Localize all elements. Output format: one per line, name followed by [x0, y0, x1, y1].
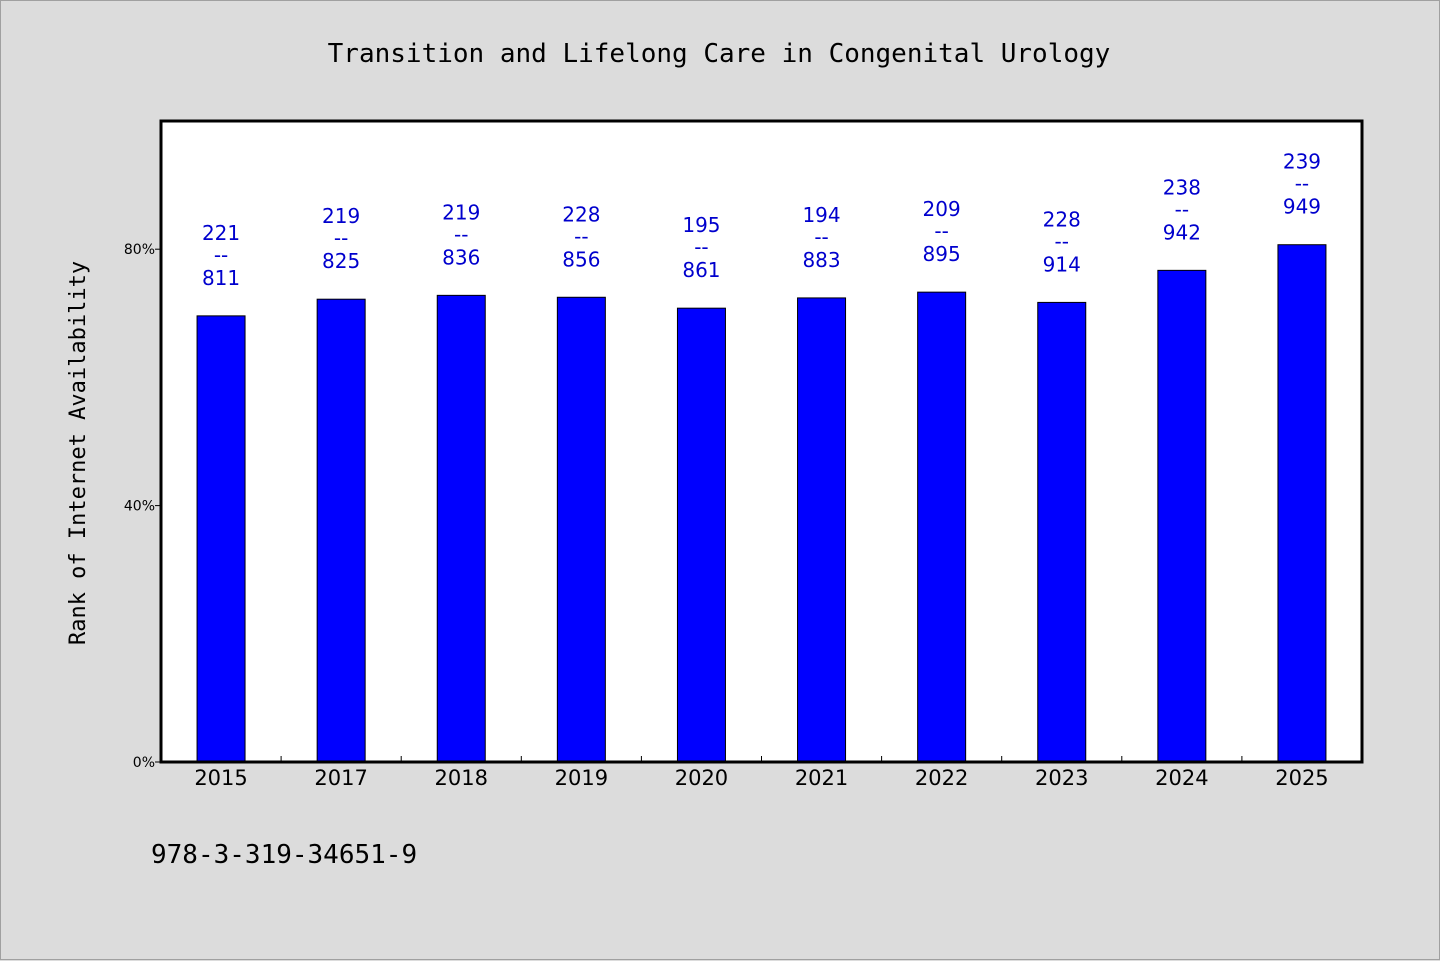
x-tick-label: 2023 — [1035, 766, 1088, 790]
data-label-bottom: 836 — [442, 245, 480, 269]
data-label-separator: -- — [574, 224, 588, 248]
bar — [316, 298, 366, 763]
data-label-bottom: 883 — [802, 248, 840, 272]
data-label-separator: -- — [334, 226, 348, 250]
data-label-separator: -- — [1295, 172, 1309, 196]
data-label-bottom: 949 — [1283, 195, 1321, 219]
bar — [797, 297, 847, 763]
footer-isbn: 978-3-319-34651-9 — [151, 840, 417, 870]
data-label-top: 209 — [923, 197, 961, 221]
chart-title: Transition and Lifelong Care in Congenit… — [328, 39, 1111, 69]
data-label-top: 228 — [562, 202, 600, 226]
y-tick-label: 80% — [124, 242, 155, 258]
y-tick-label: 40% — [124, 499, 155, 515]
x-tick-label: 2024 — [1155, 766, 1208, 790]
data-label-separator: -- — [214, 243, 228, 267]
bar — [1037, 301, 1087, 763]
data-label-separator: -- — [934, 219, 948, 243]
data-label-bottom: 856 — [562, 247, 600, 271]
data-label-bottom: 914 — [1043, 252, 1081, 276]
data-label-bottom: 825 — [322, 249, 360, 273]
data-label-top: 219 — [322, 204, 360, 228]
data-label-separator: -- — [1055, 229, 1069, 253]
data-label-separator: -- — [1175, 197, 1189, 221]
data-label-top: 238 — [1163, 175, 1201, 199]
x-tick-label: 2020 — [675, 766, 728, 790]
y-tick-label: 0% — [133, 755, 155, 771]
data-label-separator: -- — [454, 222, 468, 246]
data-label-top: 195 — [682, 213, 720, 237]
data-label-bottom: 895 — [923, 242, 961, 266]
data-label-top: 219 — [442, 200, 480, 224]
y-axis-label: Rank of Internet Availability — [66, 261, 91, 645]
bar — [1277, 244, 1327, 763]
x-tick-label: 2015 — [194, 766, 247, 790]
data-label-top: 228 — [1043, 207, 1081, 231]
x-tick-label: 2019 — [555, 766, 608, 790]
data-label-separator: -- — [814, 225, 828, 249]
data-label-bottom: 942 — [1163, 220, 1201, 244]
data-label-top: 194 — [802, 203, 840, 227]
data-label-bottom: 861 — [682, 258, 720, 282]
bar — [1157, 269, 1207, 763]
x-tick-label: 2018 — [435, 766, 488, 790]
data-label-bottom: 811 — [202, 266, 240, 290]
x-tick-label: 2022 — [915, 766, 968, 790]
data-label-separator: -- — [694, 235, 708, 259]
bar — [676, 307, 726, 763]
chart-marks: 0%40%80%2015221--8112017219--8252018219-… — [124, 150, 1362, 790]
data-label-top: 221 — [202, 221, 240, 245]
bar — [196, 315, 246, 763]
x-tick-label: 2017 — [314, 766, 367, 790]
bar — [556, 296, 606, 763]
bar — [917, 291, 967, 763]
x-tick-label: 2021 — [795, 766, 848, 790]
data-label-top: 239 — [1283, 150, 1321, 174]
bar — [436, 294, 486, 763]
x-tick-label: 2025 — [1275, 766, 1328, 790]
